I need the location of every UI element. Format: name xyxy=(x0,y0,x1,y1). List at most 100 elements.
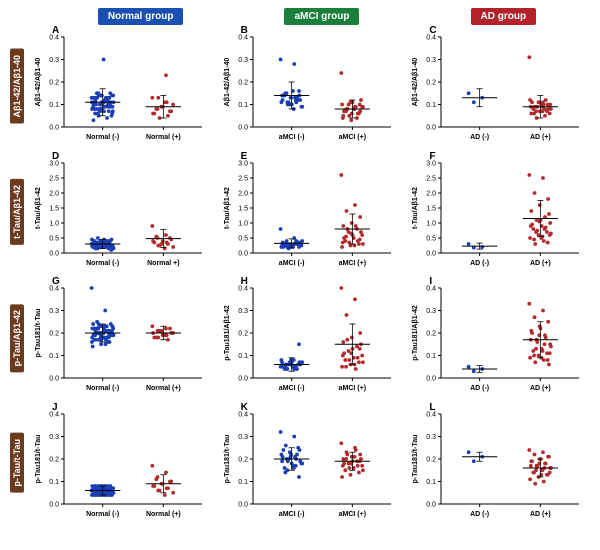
data-point xyxy=(90,286,94,290)
data-point xyxy=(546,240,550,244)
svg-text:0.3: 0.3 xyxy=(238,57,248,64)
data-point xyxy=(533,315,537,319)
svg-text:2.0: 2.0 xyxy=(49,190,59,197)
data-point xyxy=(344,209,348,213)
data-point xyxy=(534,109,538,113)
data-point xyxy=(168,236,172,240)
data-point xyxy=(297,342,301,346)
data-point xyxy=(280,243,284,247)
data-point xyxy=(278,430,282,434)
data-point xyxy=(350,221,354,225)
data-point xyxy=(359,98,363,102)
svg-text:0.2: 0.2 xyxy=(49,80,59,87)
svg-text:0.1: 0.1 xyxy=(238,479,248,486)
panel-letter: B xyxy=(241,25,248,36)
data-point xyxy=(534,468,538,472)
svg-text:aMCI (-): aMCI (-) xyxy=(278,385,304,392)
svg-text:Normal (-): Normal (-) xyxy=(86,260,119,267)
data-point xyxy=(292,358,296,362)
data-point xyxy=(341,354,345,358)
data-point xyxy=(339,441,343,445)
data-point xyxy=(160,329,164,333)
data-point xyxy=(528,302,532,306)
data-point xyxy=(285,100,289,104)
data-point xyxy=(91,322,95,326)
svg-text:aMCI (-): aMCI (-) xyxy=(278,260,304,267)
data-point xyxy=(529,356,533,360)
data-point xyxy=(548,112,552,116)
data-point xyxy=(99,333,103,337)
svg-text:0.0: 0.0 xyxy=(427,376,437,383)
panel-letter: D xyxy=(52,151,59,162)
data-point xyxy=(154,234,158,238)
svg-text:0.3: 0.3 xyxy=(427,434,437,441)
svg-text:AD (+): AD (+) xyxy=(530,385,551,392)
data-point xyxy=(547,197,551,201)
data-point xyxy=(284,443,288,447)
data-point xyxy=(164,73,168,77)
svg-text:0.0: 0.0 xyxy=(238,250,248,257)
data-point xyxy=(165,100,169,104)
data-point xyxy=(540,103,544,107)
svg-text:t-Tau/Aβ1-42: t-Tau/Aβ1-42 xyxy=(224,186,231,228)
data-point xyxy=(168,327,172,331)
data-point xyxy=(340,103,344,107)
svg-text:AD (+): AD (+) xyxy=(530,260,551,267)
data-point xyxy=(344,313,348,317)
svg-text:0.0: 0.0 xyxy=(49,376,59,383)
data-point xyxy=(358,331,362,335)
data-point xyxy=(164,470,168,474)
svg-text:0.2: 0.2 xyxy=(49,456,59,463)
data-point xyxy=(90,237,94,241)
data-point xyxy=(541,349,545,353)
svg-text:0.1: 0.1 xyxy=(49,479,59,486)
data-point xyxy=(156,96,160,100)
data-point xyxy=(150,224,154,228)
svg-text:0.0: 0.0 xyxy=(49,250,59,257)
panel-letter: F xyxy=(429,151,435,162)
data-point xyxy=(357,360,361,364)
data-point xyxy=(165,240,169,244)
svg-text:Normal (+): Normal (+) xyxy=(146,511,181,518)
data-point xyxy=(297,475,301,479)
panel-letter: L xyxy=(429,402,435,413)
data-point xyxy=(341,240,345,244)
data-point xyxy=(546,358,550,362)
data-point xyxy=(532,237,536,241)
data-point xyxy=(166,114,170,118)
data-point xyxy=(339,173,343,177)
data-point xyxy=(300,360,304,364)
data-point xyxy=(542,239,546,243)
data-point xyxy=(530,331,534,335)
svg-text:0.1: 0.1 xyxy=(427,479,437,486)
data-point xyxy=(355,356,359,360)
data-point xyxy=(166,338,170,342)
data-point xyxy=(529,224,533,228)
data-point xyxy=(107,486,111,490)
row-label: p-Tau/t-Tau xyxy=(6,402,28,526)
data-point xyxy=(532,227,536,231)
data-point xyxy=(528,448,532,452)
data-point xyxy=(296,445,300,449)
scatter-panel: J0.00.10.20.30.4p-Tau181/t-TauNormal (-)… xyxy=(30,402,217,526)
svg-text:1.5: 1.5 xyxy=(427,205,437,212)
data-point xyxy=(358,215,362,219)
data-point xyxy=(533,452,537,456)
svg-text:0.0: 0.0 xyxy=(49,125,59,132)
data-point xyxy=(278,58,282,62)
row-label: p-Tau/Aβ1-42 xyxy=(6,276,28,400)
svg-text:0.5: 0.5 xyxy=(427,235,437,242)
data-point xyxy=(534,347,538,351)
group-header-3: AD group xyxy=(413,6,594,25)
data-point xyxy=(544,461,548,465)
svg-text:aMCI (+): aMCI (+) xyxy=(338,134,365,141)
scatter-panel: B0.00.10.20.30.4Aβ1-42/Aβ1-40aMCI (-)aMC… xyxy=(219,25,406,149)
data-point xyxy=(538,203,542,207)
data-point xyxy=(300,105,304,109)
data-point xyxy=(467,365,471,369)
row-label: Aβ1-42/Aβ1-40 xyxy=(6,25,28,149)
data-point xyxy=(472,369,476,373)
data-point xyxy=(472,100,476,104)
svg-text:0.0: 0.0 xyxy=(427,250,437,257)
data-point xyxy=(353,224,357,228)
